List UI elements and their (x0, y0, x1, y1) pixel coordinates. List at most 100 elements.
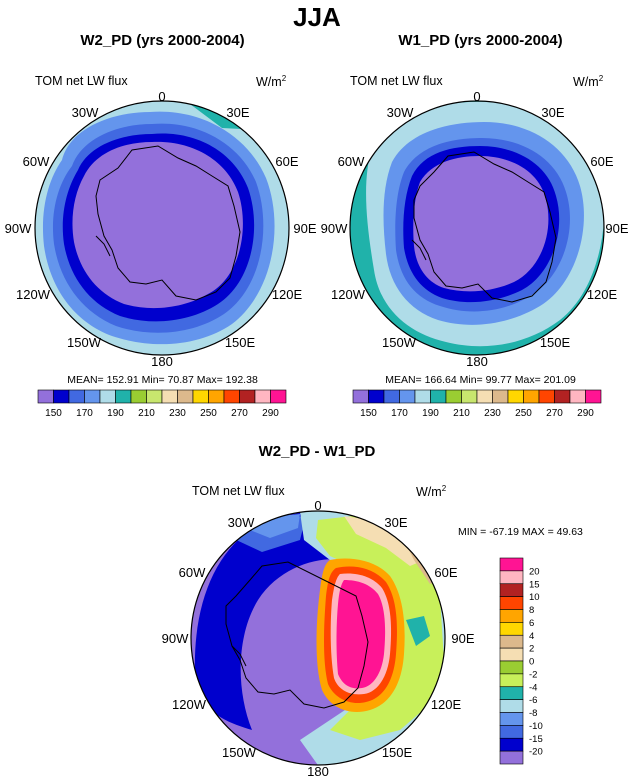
panel2-colorbar-swatch (492, 389, 509, 404)
panel3-colorbar-tick: 10 (529, 592, 540, 603)
panel2-lon-30e: 30E (541, 105, 564, 120)
panel3-lon-30e: 30E (384, 515, 407, 530)
panel3-lon-150w: 150W (222, 745, 257, 760)
panel3-colorbar-tick: -4 (529, 682, 537, 693)
panel1-colorbar-swatch (208, 389, 225, 404)
panel2-polar-map (350, 101, 604, 355)
panel2-colorbar: 150 170 190 210 230 250 270 290 (352, 389, 602, 419)
panel2-colorbar-swatch (507, 389, 524, 404)
panel1-colorbar-tick: 210 (138, 408, 155, 419)
panel1-polar-map (35, 101, 289, 355)
panel2-lon-90w: 90W (321, 221, 348, 236)
panel3-colorbar-tick: 6 (529, 618, 534, 629)
panel3-colorbar-tick: -10 (529, 721, 543, 732)
panel2-colorbar-swatch (430, 389, 447, 404)
panel3-lon-30w: 30W (228, 515, 255, 530)
panel3-colorbar-swatch (499, 557, 524, 572)
panel3-colorbar-swatch (499, 673, 524, 688)
panel3-colorbar-tick: 15 (529, 579, 540, 590)
panel2-colorbar-tick: 150 (360, 408, 377, 419)
panel1-colorbar-swatch (37, 389, 54, 404)
panel1-colorbar-swatch (192, 389, 209, 404)
panel3-colorbar-tick: 4 (529, 631, 534, 642)
panel3-colorbar-tick: 20 (529, 566, 540, 577)
panel2-colorbar-tick: 190 (422, 408, 439, 419)
panel3-colorbar-swatch (499, 583, 524, 597)
panel1-colorbar-tick: 150 (45, 408, 62, 419)
panel2-colorbar-tick: 210 (453, 408, 470, 419)
panel2-title: W1_PD (yrs 2000-2004) (398, 32, 563, 49)
panel3-lon-150e: 150E (382, 745, 413, 760)
panel2-lon-0: 0 (473, 89, 480, 104)
panel3-colorbar-swatch (499, 737, 524, 752)
main-title: JJA (293, 2, 341, 32)
panel3-colorbar-swatch (499, 725, 524, 739)
panel1-variable-label: TOM net LW flux (35, 74, 128, 88)
panel2-lon-120e: 120E (587, 287, 618, 302)
panel1-colorbar-swatch (53, 389, 70, 404)
panel3-colorbar-swatch (499, 570, 524, 585)
panel1-lon-30w: 30W (72, 105, 99, 120)
panel3-colorbar-swatch (499, 609, 524, 623)
panel1-lon-180: 180 (151, 354, 173, 369)
panel1-colorbar-swatch (115, 389, 132, 404)
panel2-colorbar-swatch (569, 389, 586, 404)
panel3-colorbar-swatch (499, 634, 524, 649)
panel2-lon-150w: 150W (382, 335, 417, 350)
panel2-colorbar-swatch (523, 389, 540, 404)
panel2-colorbar-tick: 170 (391, 408, 408, 419)
panel2-lon-60w: 60W (338, 154, 365, 169)
panel2-stats: MEAN= 166.64 Min= 99.77 Max= 201.09 (385, 374, 576, 386)
panel1-lon-0: 0 (158, 89, 165, 104)
panel3-lon-180: 180 (307, 764, 329, 779)
panel1-colorbar-swatch (99, 389, 116, 404)
panel2-colorbar-swatch (414, 389, 431, 404)
panel2-lon-180: 180 (466, 354, 488, 369)
panel3-colorbar-tick: -6 (529, 695, 537, 706)
panel1-lon-60e: 60E (275, 154, 298, 169)
panel1-colorbar: 150 170 190 210 230 250 270 290 (37, 389, 287, 419)
panel2-colorbar-swatch (383, 389, 400, 404)
panel1-colorbar-swatch (254, 389, 271, 404)
panel3-colorbar-swatch (499, 660, 524, 675)
panel3-colorbar-tick: 0 (529, 657, 534, 668)
panel1-lon-150w: 150W (67, 335, 102, 350)
panel3-lon-120e: 120E (431, 697, 462, 712)
panel2-units-label: W/m2 (573, 74, 604, 90)
panel2-colorbar-swatch (368, 389, 385, 404)
panel1-colorbar-swatch (146, 389, 163, 404)
panel1-units-label: W/m2 (256, 74, 287, 90)
panel1-colorbar-tick: 230 (169, 408, 186, 419)
panel2-colorbar-swatch (585, 389, 602, 404)
panel1-colorbar-swatch (84, 389, 101, 404)
panel2-colorbar-swatch (538, 389, 555, 404)
panel3-lon-60w: 60W (179, 565, 206, 580)
panel3-colorbar-tick: 2 (529, 644, 534, 655)
panel2-colorbar-swatch (352, 389, 369, 404)
panel1-lon-120e: 120E (272, 287, 303, 302)
panel3-colorbar-swatch (499, 699, 524, 713)
panel3-colorbar-tick: -2 (529, 669, 537, 680)
panel1-lon-labels: 0 30E 60E 90E 120E 150E 180 150W 120W 90… (5, 89, 317, 369)
panel1-colorbar-swatch (223, 389, 240, 404)
panel3-colorbar-swatch (499, 686, 524, 700)
panel1-lon-150e: 150E (225, 335, 256, 350)
panel3-title: W2_PD - W1_PD (258, 443, 376, 460)
panel2-lon-120w: 120W (331, 287, 366, 302)
panel3-colorbar-tick: -8 (529, 708, 537, 719)
panel3-lon-90w: 90W (162, 631, 189, 646)
panel1-lon-90w: 90W (5, 221, 32, 236)
panel1-colorbar-swatch (68, 389, 85, 404)
panel1-title: W2_PD (yrs 2000-2004) (80, 32, 245, 49)
panel2-map-border (349, 100, 605, 356)
panel3-lon-60e: 60E (434, 565, 457, 580)
panel1-colorbar-swatch (177, 389, 194, 404)
panel1-lon-120w: 120W (16, 287, 51, 302)
panel1-colorbar-tick: 190 (107, 408, 124, 419)
panel3-variable-label: TOM net LW flux (192, 484, 285, 498)
panel2-variable-label: TOM net LW flux (350, 74, 443, 88)
panel1-colorbar-tick: 270 (231, 408, 248, 419)
panel3-lon-120w: 120W (172, 697, 207, 712)
